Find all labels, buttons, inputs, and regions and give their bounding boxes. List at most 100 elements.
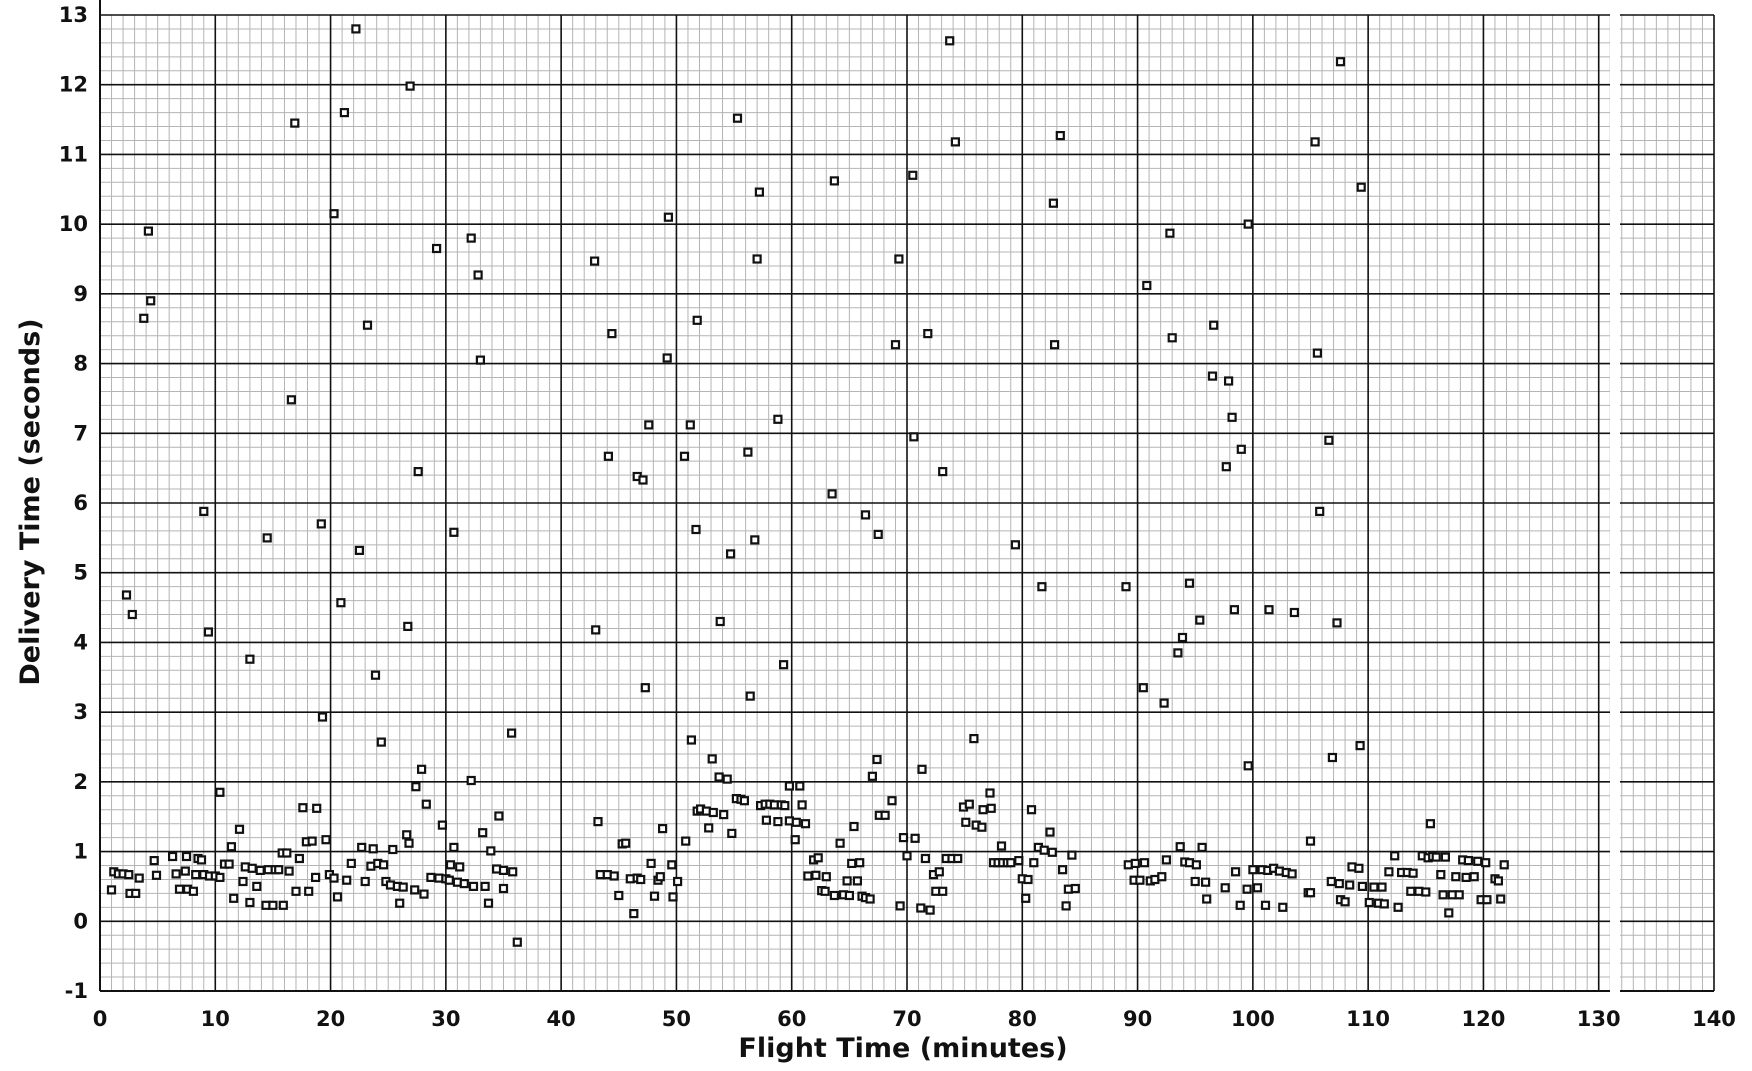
data-point [754,187,765,197]
data-point [1221,462,1231,472]
data-point [646,858,656,869]
data-point [719,809,729,820]
data-point [1047,847,1057,857]
data-point [127,609,137,620]
data-point [920,853,931,864]
data-point [480,881,490,892]
data-point [1055,131,1065,141]
data-point [262,533,272,543]
y-tick-label: 12 [59,73,88,97]
data-point [1324,435,1334,445]
y-tick-label: 9 [73,282,88,306]
data-point [811,870,821,880]
data-point [1425,819,1436,829]
data-point [149,855,159,866]
data-point [171,869,181,879]
data-point [1006,858,1016,868]
data-point [996,841,1007,851]
data-point [1327,752,1338,763]
data-point [1354,863,1364,873]
data-point [417,764,427,774]
x-tick-label: 90 [1123,1007,1152,1031]
data-point [662,353,672,363]
data-point [945,36,955,46]
data-point [449,842,459,853]
data-point [1243,761,1253,771]
data-point [1334,878,1344,889]
data-point [938,886,948,896]
data-point [986,803,996,813]
data-point [426,872,436,883]
data-point [191,869,201,880]
data-point [691,524,701,535]
data-point [403,621,413,632]
data-point [950,137,961,147]
data-point [181,851,192,862]
data-point [1142,280,1152,291]
data-point [761,815,772,825]
data-point [1326,876,1336,887]
y-tick-label: 13 [59,3,88,27]
data-point [923,329,933,339]
data-point [1039,845,1049,855]
data-point [508,867,518,877]
data-point [410,885,420,895]
data-point [466,775,476,786]
data-point [255,865,265,876]
data-point [215,872,225,883]
x-tick-label: 110 [1346,1007,1390,1031]
data-point [773,816,783,827]
data-point [473,270,483,280]
data-point [1408,868,1418,878]
data-point [1207,371,1218,381]
data-point [1312,348,1323,358]
data-point [229,893,239,903]
y-tick-label: 0 [73,909,88,933]
data-point [215,787,225,797]
data-point [791,817,801,827]
data-point [855,858,865,868]
data-point [180,866,190,876]
data-point [750,535,760,545]
data-point [1499,860,1509,870]
data-point [146,296,156,306]
data-point [486,846,496,856]
data-point [311,872,321,883]
data-point [368,844,378,854]
data-point [1451,872,1461,882]
data-point [917,764,927,774]
data-point [778,660,789,670]
data-point [312,803,322,813]
data-point [1191,860,1202,870]
data-point [1236,444,1246,454]
data-point [1406,886,1416,896]
data-point [342,875,352,885]
data-point [1057,865,1068,875]
data-point [1161,855,1172,865]
data-point [411,782,421,792]
data-point [784,781,795,791]
data-point [1260,900,1271,910]
data-point [357,842,367,853]
data-point [657,823,668,834]
data-point [298,803,308,813]
data-point [1242,884,1252,894]
data-point [1473,856,1483,866]
data-point [655,872,665,882]
data-point [591,625,601,635]
data-point [131,888,141,899]
data-point [910,833,920,843]
data-point [714,772,724,782]
data-point [686,735,697,745]
data-point [743,447,753,457]
data-point [1252,883,1263,893]
y-tick-label: 6 [73,491,88,515]
data-point [455,862,465,872]
data-point [607,329,617,339]
data-point [1356,182,1366,192]
x-tick-label: 50 [662,1007,691,1031]
data-point [790,835,800,845]
data-point [398,882,408,892]
data-point [282,848,292,858]
data-point [498,865,509,876]
